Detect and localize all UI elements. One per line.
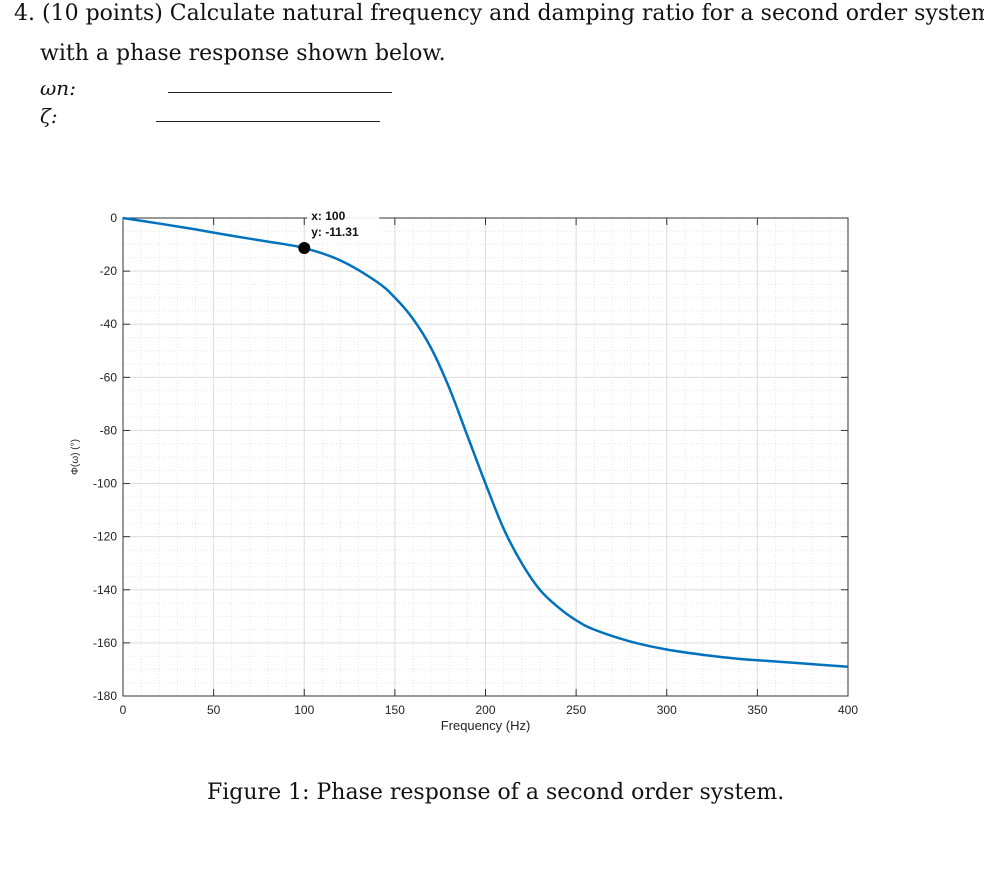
axis-ticks: 0 50 100 150 200 250 300 350 400 0 -20 -40 -60 -80 -10…: [93, 211, 858, 717]
phase-series-line: [122, 216, 849, 669]
y-tick-label: -180: [93, 689, 117, 703]
y-tick-label: -60: [100, 370, 118, 384]
figure-caption: Figure 1: Phase response of a second ord…: [207, 780, 785, 805]
datatip[interactable]: x: 100 y: -11.31: [298, 208, 380, 255]
x-tick-label: 400: [838, 703, 858, 717]
y-tick-label: -20: [100, 264, 118, 278]
wn-label: ωn:: [40, 76, 76, 100]
zeta-answer-blank[interactable]: [156, 121, 380, 122]
question-line-1: 4. (10 points) Calculate natural frequen…: [14, 0, 984, 28]
y-tick-label: -160: [93, 636, 117, 650]
datatip-y-label: y: -11.31: [311, 225, 359, 239]
x-tick-label: 50: [207, 703, 221, 717]
x-tick-label: 200: [475, 703, 495, 717]
x-tick-label: 100: [294, 703, 314, 717]
y-tick-label: -80: [100, 423, 118, 437]
x-tick-label: 150: [385, 703, 405, 717]
datatip-box: [307, 208, 380, 241]
datatip-x-label: x: 100: [311, 209, 345, 223]
x-axis-label: Frequency (Hz): [441, 718, 531, 733]
question-text-line-1: (10 points) Calculate natural frequency …: [42, 1, 984, 26]
y-tick-label: -100: [93, 477, 117, 491]
grid: [122, 217, 849, 697]
y-tick-label: -120: [93, 530, 117, 544]
datatip-marker[interactable]: [298, 242, 311, 255]
y-axis-label: Φ(ω) (°): [70, 439, 81, 475]
wn-answer-blank[interactable]: [168, 92, 392, 93]
question-text-line-2: with a phase response shown below.: [40, 41, 446, 66]
y-tick-label: -140: [93, 583, 117, 597]
y-tick-label: -40: [100, 317, 118, 331]
question-number: 4.: [14, 1, 35, 26]
x-tick-label: 350: [747, 703, 767, 717]
zeta-label: ζ:: [40, 104, 58, 128]
y-tick-label: 0: [110, 211, 117, 225]
x-tick-label: 300: [657, 703, 677, 717]
x-tick-label: 250: [566, 703, 586, 717]
x-tick-label: 0: [120, 703, 127, 717]
